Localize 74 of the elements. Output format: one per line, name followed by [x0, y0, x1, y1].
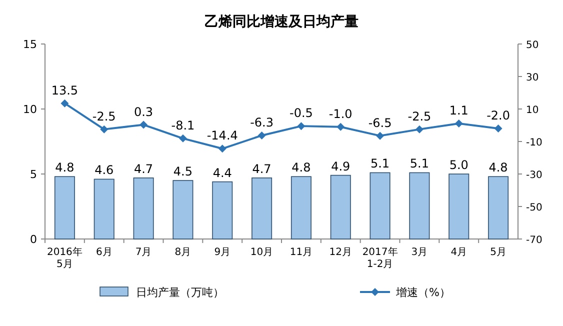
y-tick-label: 5: [30, 168, 37, 181]
y-tick-label: 10: [23, 103, 37, 116]
bar: [94, 178, 114, 240]
x-tick-label: 11月: [290, 247, 313, 258]
x-tick-label: 4月: [450, 247, 468, 258]
y-tick-label: 15: [23, 38, 37, 51]
y2-tick-label: 10: [526, 105, 539, 116]
bar: [133, 178, 154, 240]
bar: [330, 174, 351, 240]
data-label: -0.5: [289, 106, 313, 120]
x-tick-label: 3月: [411, 247, 428, 258]
data-label: 5.1: [410, 156, 430, 171]
point: [336, 122, 345, 131]
data-label: -6.5: [368, 116, 392, 130]
bar: [290, 176, 312, 240]
x-tick-label: 10月: [250, 247, 274, 258]
data-label: 4.8: [55, 160, 74, 175]
data-label: -2.5: [92, 109, 116, 124]
y2-tick-label: 30: [526, 72, 539, 84]
point: [376, 132, 384, 140]
x-tick-label: 12月: [329, 247, 352, 258]
x-tick-label: 9月: [214, 247, 231, 258]
x-tick-label: 8月: [174, 247, 192, 258]
data-label: 4.5: [173, 164, 193, 178]
data-label: 4.9: [331, 159, 350, 174]
x-tick-label: 2017年 1-2月: [362, 246, 398, 270]
data-label: 4.8: [488, 160, 508, 175]
data-label: 4.8: [292, 160, 311, 175]
bar: [448, 174, 470, 240]
data-label: -6.3: [250, 115, 274, 130]
point: [297, 122, 306, 130]
x-tick-label: 2016年 5月: [46, 246, 82, 270]
data-label: -2.0: [486, 108, 510, 122]
data-label: 4.4: [212, 166, 232, 180]
data-label: -2.5: [408, 109, 432, 124]
point: [494, 124, 502, 132]
x-tick-label: 5月: [490, 247, 506, 258]
legend-label: 增速（%）: [395, 286, 450, 299]
data-label: 13.5: [51, 83, 78, 98]
bar: [488, 176, 509, 240]
point: [60, 99, 69, 108]
chart-title: 乙烯同比增速及日均产量: [204, 13, 358, 30]
data-label: 4.7: [134, 162, 154, 176]
data-label: 0.3: [134, 104, 154, 119]
data-label: 4.7: [252, 162, 272, 176]
bar: [252, 178, 272, 240]
bar: [409, 172, 430, 240]
point: [178, 134, 187, 142]
y2-tick-label: 50: [526, 40, 539, 51]
point: [218, 144, 226, 153]
point: [140, 120, 148, 129]
data-label: 1.1: [449, 103, 468, 118]
bar: [212, 181, 233, 240]
data-label: -14.4: [206, 128, 238, 143]
y2-tick-label: -50: [526, 202, 542, 214]
point: [258, 131, 266, 140]
x-tick-label: 6月: [96, 247, 112, 258]
x-tick-label: 7月: [135, 247, 152, 258]
point: [454, 119, 463, 128]
y2-tick-label: -30: [526, 170, 542, 181]
bar: [54, 176, 75, 240]
y2-tick-label: -70: [526, 235, 542, 246]
y2-tick-label: -10: [526, 138, 542, 148]
point: [415, 125, 424, 134]
point: [100, 125, 108, 134]
bar: [172, 180, 194, 240]
data-label: 4.6: [94, 163, 114, 178]
data-label: -8.1: [171, 118, 195, 132]
legend-label: 日均产量（万吨）: [136, 286, 224, 299]
data-label: -1.0: [328, 106, 352, 121]
data-label: 5.0: [449, 158, 468, 172]
bar: [370, 172, 390, 240]
data-label: 5.1: [370, 156, 390, 171]
y-tick-label: 0: [30, 233, 37, 246]
